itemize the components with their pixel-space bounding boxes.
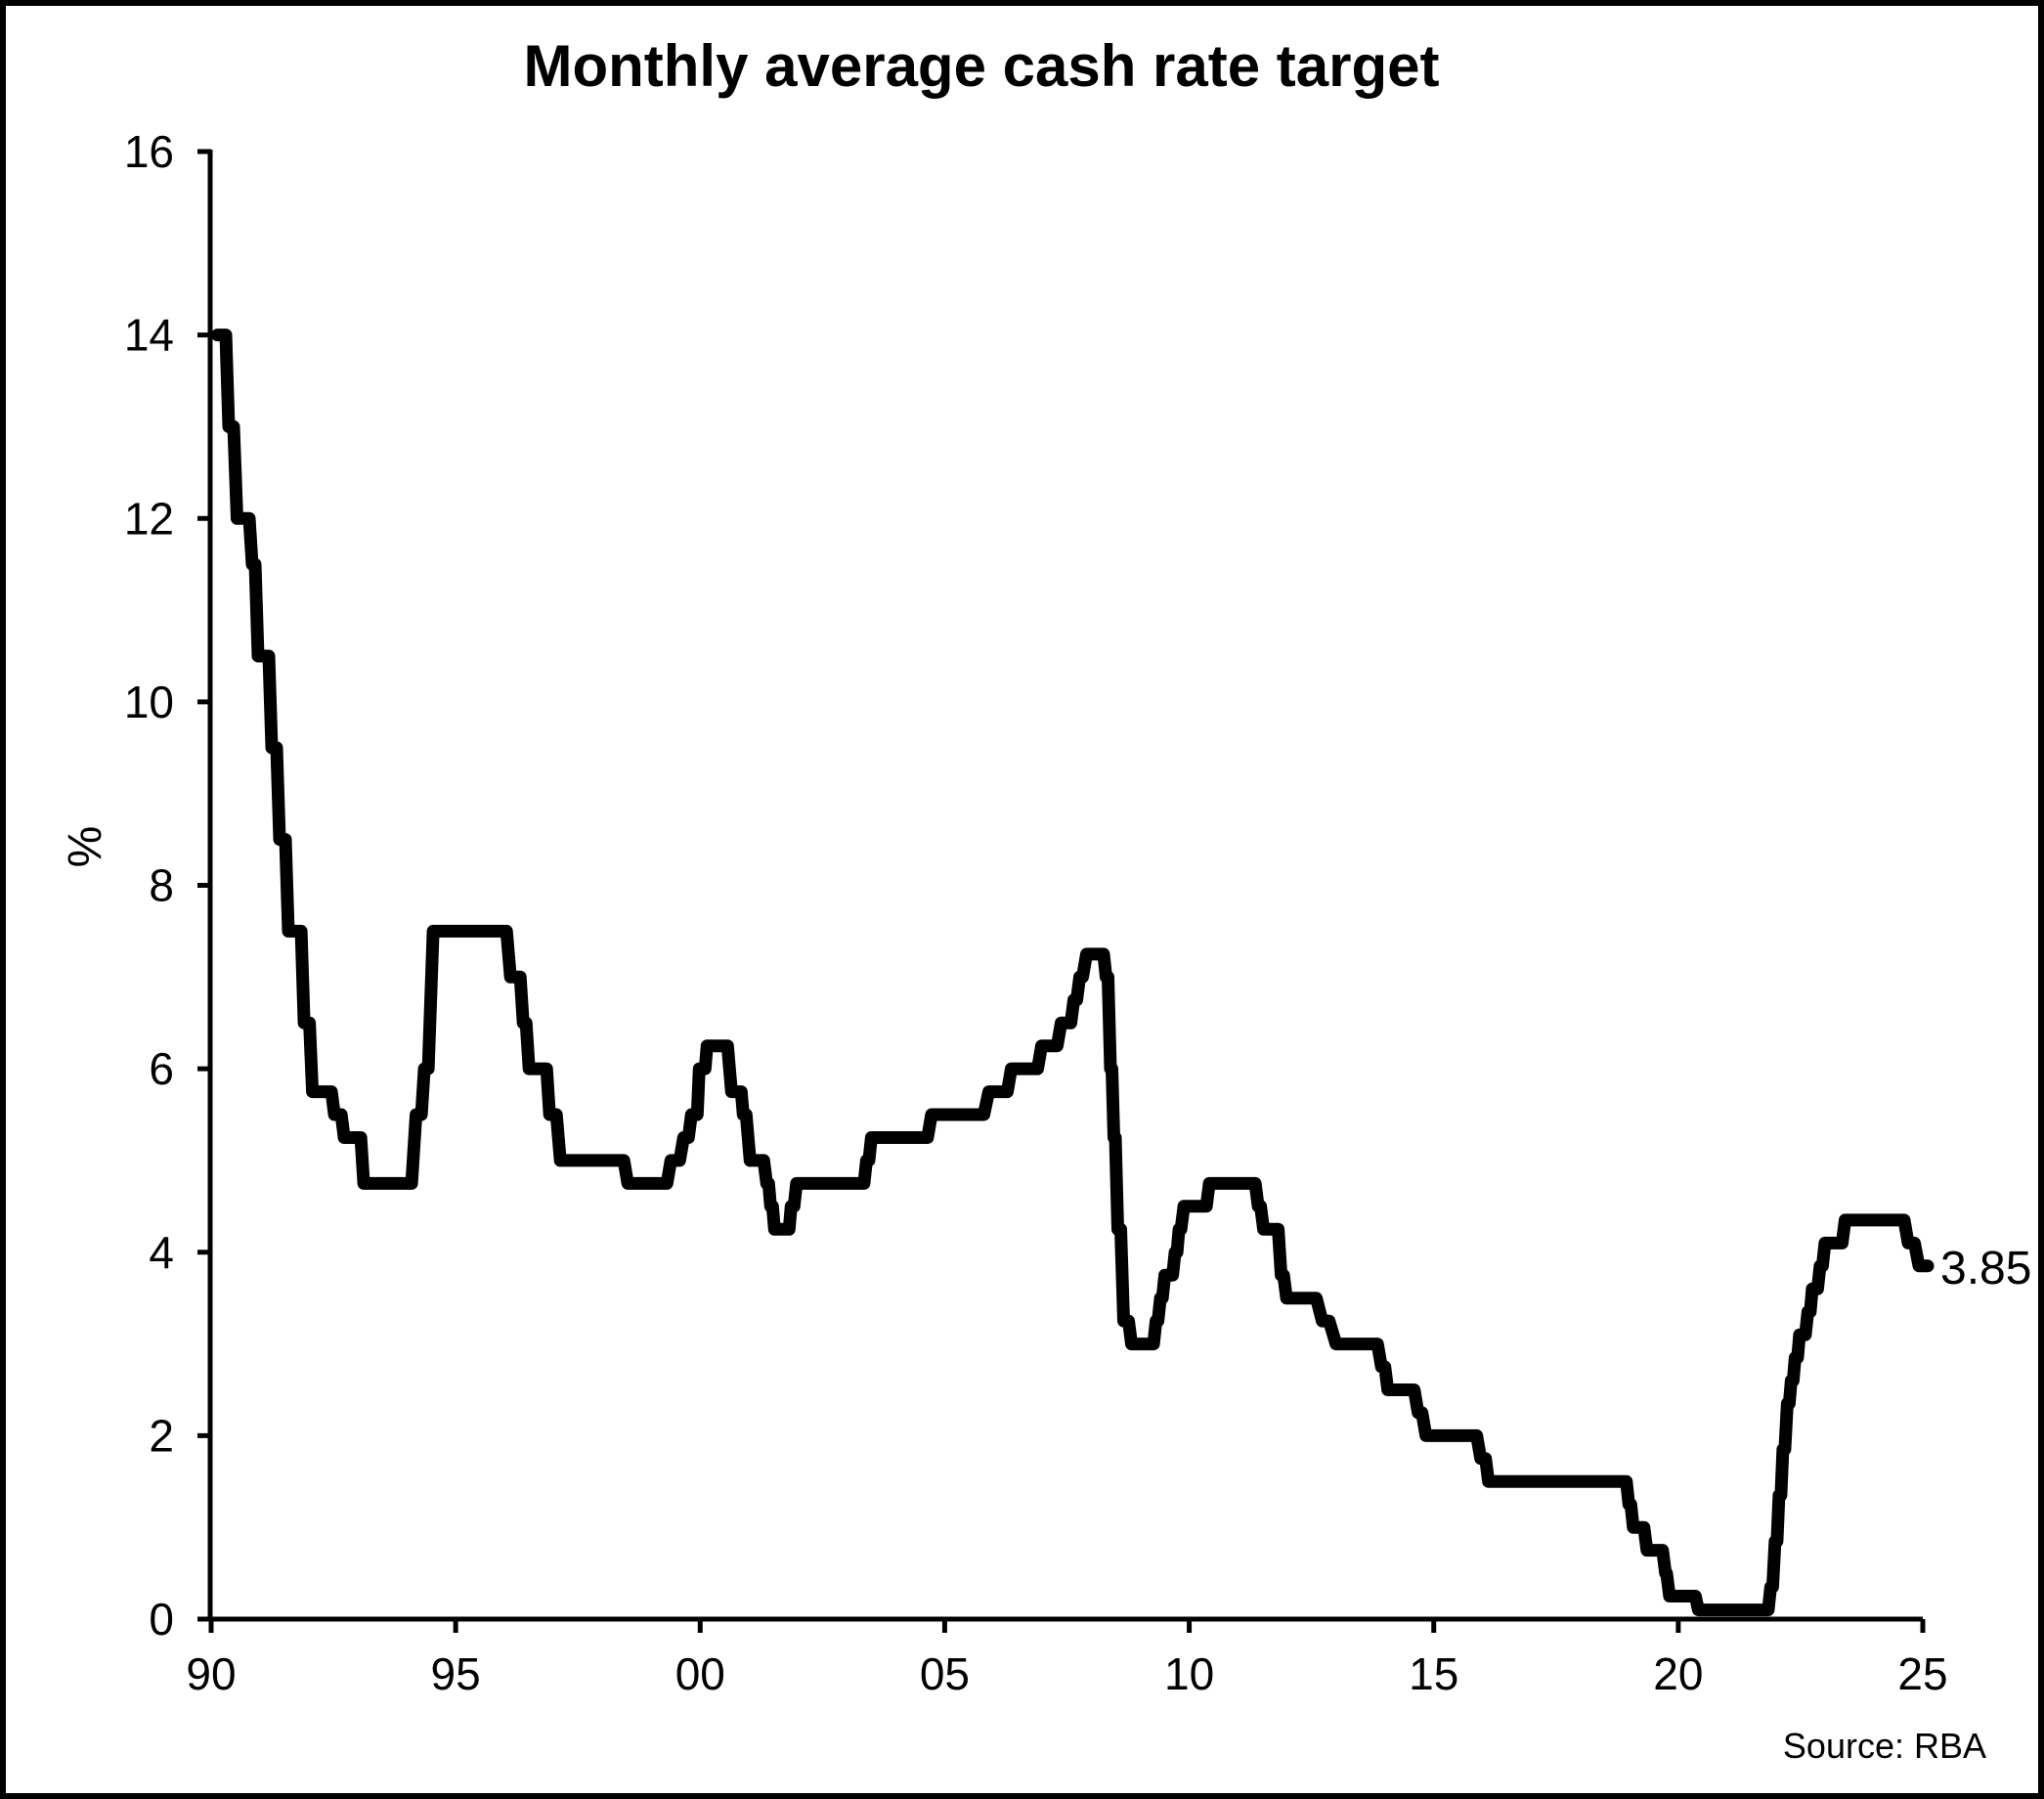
x-tick-label: 20: [1653, 1648, 1703, 1699]
end-value-annotation: 3.85: [1940, 1243, 2031, 1294]
y-axis-ticks: 0 2 4 6 8 10 12 14 16: [124, 126, 211, 1645]
y-tick-label: 10: [124, 677, 174, 727]
chart-title: Monthly average cash rate target: [523, 33, 1439, 99]
x-tick-label: 15: [1409, 1648, 1458, 1699]
y-tick-label: 16: [124, 126, 174, 177]
y-tick-label: 6: [149, 1043, 174, 1094]
y-tick-label: 8: [149, 860, 174, 911]
x-tick-label: 05: [920, 1648, 970, 1699]
source-note: Source: RBA: [1783, 1726, 1986, 1766]
x-tick-label: 90: [186, 1648, 236, 1699]
x-tick-label: 00: [675, 1648, 725, 1699]
y-axis-unit-label: %: [60, 826, 111, 868]
y-tick-label: 4: [149, 1227, 174, 1278]
axes: [207, 150, 1923, 1622]
y-tick-label: 2: [149, 1410, 174, 1461]
x-tick-label: 95: [431, 1648, 481, 1699]
x-axis-ticks: 90 95 00 05 10 15 20 25: [186, 1619, 1948, 1699]
y-tick-label: 12: [124, 493, 174, 544]
x-tick-label: 25: [1897, 1648, 1947, 1699]
cash-rate-series-line: [211, 329, 1935, 1617]
x-tick-label: 10: [1164, 1648, 1214, 1699]
y-tick-label: 0: [149, 1594, 174, 1645]
y-tick-label: 14: [124, 310, 174, 361]
